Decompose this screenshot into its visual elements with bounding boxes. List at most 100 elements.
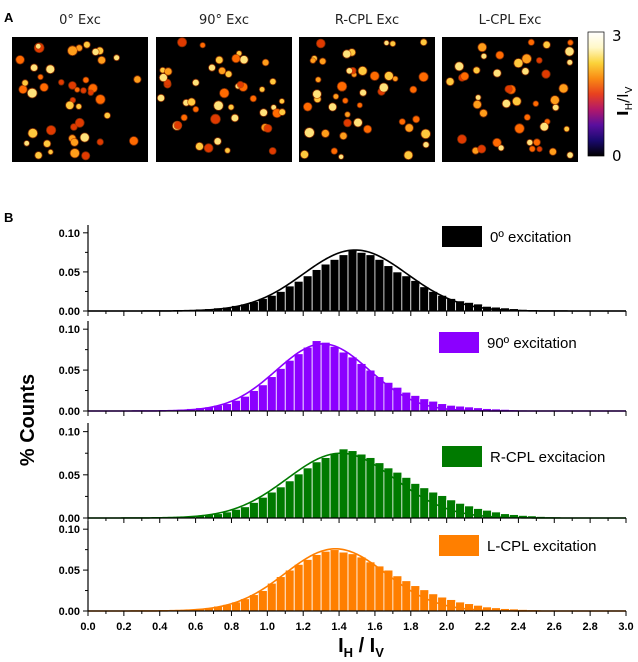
image-panel-1 xyxy=(156,37,292,162)
particle xyxy=(271,105,277,110)
bar xyxy=(257,590,268,612)
particle xyxy=(200,42,205,48)
panel-a-letter: A xyxy=(4,10,14,25)
particle xyxy=(421,129,431,139)
particle xyxy=(83,41,90,48)
bar xyxy=(374,258,385,312)
particle xyxy=(88,90,94,96)
particle xyxy=(502,99,511,108)
colorbar-min-label: 0 xyxy=(612,147,622,165)
particle xyxy=(567,59,573,65)
y-tick-label: 0.00 xyxy=(59,406,80,418)
bar xyxy=(347,356,358,412)
particle xyxy=(66,101,74,110)
legend-label: 0º excitation xyxy=(490,229,571,246)
particle xyxy=(225,71,232,78)
particle xyxy=(82,152,90,160)
bar xyxy=(356,556,367,612)
particle xyxy=(303,102,312,111)
particle xyxy=(35,43,41,49)
particle xyxy=(568,40,573,45)
bar xyxy=(311,554,322,612)
bar xyxy=(275,486,286,519)
particle xyxy=(215,56,223,64)
particle xyxy=(68,46,77,56)
bar xyxy=(383,265,394,312)
particle xyxy=(461,72,469,80)
particle xyxy=(220,88,229,98)
particle xyxy=(512,97,521,106)
bar xyxy=(257,384,268,412)
particle xyxy=(83,77,89,83)
particles-3 xyxy=(445,38,575,159)
particle xyxy=(413,116,420,123)
particle xyxy=(177,38,187,47)
particle xyxy=(328,103,337,111)
bar xyxy=(293,473,304,519)
particles-2 xyxy=(300,38,431,160)
bar xyxy=(356,251,367,312)
histogram-panel-2: 0.00 0.05 0.10 R-CPL excitacion xyxy=(59,423,627,525)
particle xyxy=(104,112,111,119)
particle xyxy=(478,145,486,153)
bar xyxy=(401,477,412,519)
particle xyxy=(279,98,285,104)
bar xyxy=(329,258,340,312)
particle xyxy=(27,88,37,98)
particle xyxy=(358,66,367,75)
particle xyxy=(419,72,428,82)
legend-swatch xyxy=(439,332,479,353)
particle xyxy=(514,58,523,68)
bar xyxy=(266,376,277,412)
bar xyxy=(266,491,277,519)
bar xyxy=(365,457,376,519)
bar xyxy=(284,480,295,519)
bar xyxy=(464,505,474,519)
x-tick-label: 0.4 xyxy=(152,621,168,633)
bar xyxy=(311,461,322,519)
particle xyxy=(240,55,248,64)
particle xyxy=(533,139,541,146)
bar xyxy=(401,275,412,312)
particles-0 xyxy=(15,41,142,161)
x-tick-label: 0.2 xyxy=(116,621,131,633)
particle xyxy=(192,79,199,86)
bar xyxy=(365,561,376,612)
y-tick-label: 0.05 xyxy=(59,565,80,577)
bar xyxy=(365,254,376,312)
bar xyxy=(347,249,358,312)
bar xyxy=(428,291,439,312)
y-tick-label: 0.05 xyxy=(59,365,80,377)
particle xyxy=(333,94,339,99)
bar xyxy=(410,280,421,312)
bar xyxy=(302,559,313,612)
particle xyxy=(211,114,220,124)
particle xyxy=(552,104,559,111)
particle xyxy=(98,56,106,64)
particle xyxy=(188,98,196,106)
particle xyxy=(160,67,166,73)
particle xyxy=(493,138,501,147)
bar xyxy=(410,483,421,519)
particles-1 xyxy=(156,37,287,155)
particle xyxy=(35,152,42,159)
particle xyxy=(446,78,454,86)
particle xyxy=(457,135,467,144)
particle xyxy=(208,64,216,71)
histogram-panel-1: 0.00 0.05 0.10 90º excitation xyxy=(59,321,627,418)
bar xyxy=(338,551,349,612)
bar xyxy=(231,399,241,412)
particle xyxy=(338,154,344,159)
bar xyxy=(248,390,259,412)
particle xyxy=(357,103,362,108)
y-tick-label: 0.10 xyxy=(59,524,80,536)
bar xyxy=(338,351,349,412)
x-tick-label: 3.0 xyxy=(618,621,633,633)
bar xyxy=(455,601,466,612)
legend-swatch xyxy=(442,446,482,467)
particle xyxy=(43,140,51,147)
colorbar-gradient xyxy=(587,31,605,157)
particle xyxy=(46,65,55,74)
y-tick-label: 0.05 xyxy=(59,267,80,279)
